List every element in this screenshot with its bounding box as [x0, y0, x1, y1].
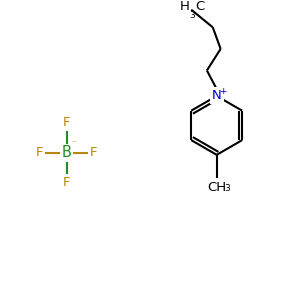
Text: F: F [36, 146, 43, 159]
Text: 3: 3 [224, 184, 230, 193]
Text: CH: CH [207, 181, 226, 194]
Text: C: C [195, 0, 204, 13]
Text: B: B [62, 146, 72, 160]
Text: H: H [179, 0, 189, 13]
Text: +: + [219, 87, 226, 96]
Text: F: F [63, 176, 70, 189]
Text: 3: 3 [189, 11, 195, 20]
Text: F: F [63, 116, 70, 129]
Text: F: F [90, 146, 98, 159]
Text: ⁻: ⁻ [71, 139, 76, 148]
Text: N: N [212, 89, 222, 103]
